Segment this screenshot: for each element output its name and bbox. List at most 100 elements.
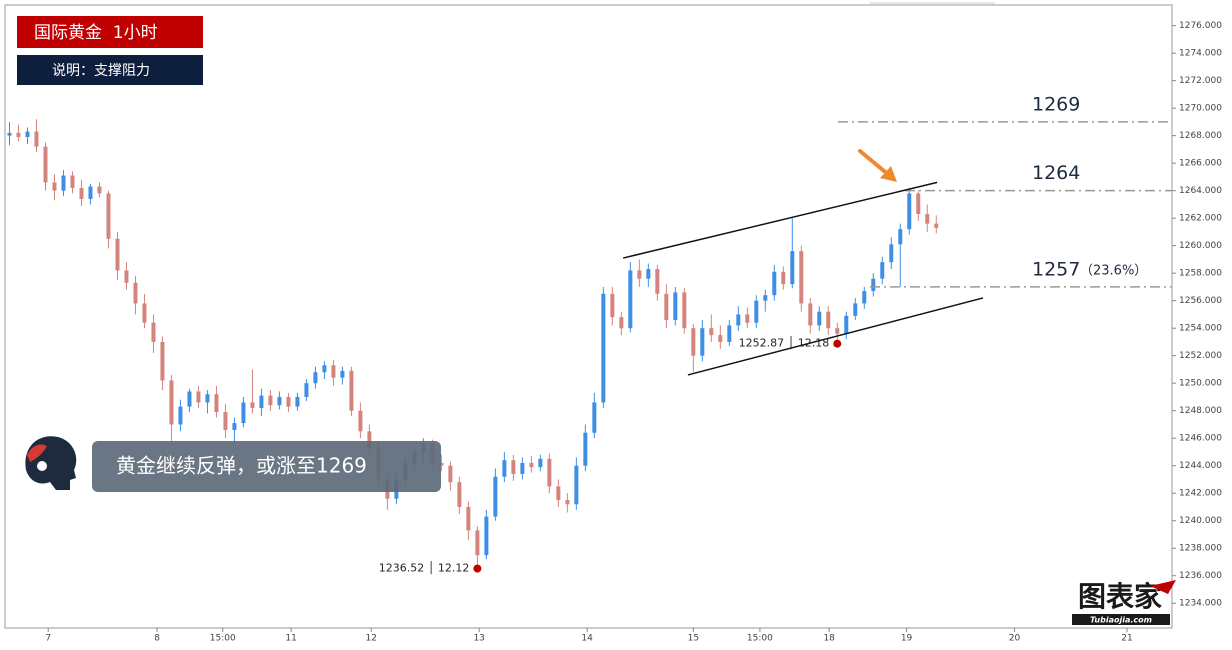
x-tick-label: 15	[688, 634, 699, 644]
candle-body	[448, 465, 453, 483]
candle-body	[574, 465, 579, 505]
candle-body	[304, 383, 309, 397]
candle-body	[772, 271, 777, 296]
candle-body	[565, 500, 570, 505]
candle-body	[664, 293, 669, 320]
candle-body	[709, 328, 714, 336]
subtitle-box	[17, 55, 203, 85]
candle-body	[592, 402, 597, 433]
headline: 黄金继续反弹，或涨至1269	[116, 454, 367, 478]
candle-body	[925, 214, 930, 224]
headline-box	[92, 441, 441, 492]
chart-title: 国际黄金 1小时	[34, 23, 158, 43]
y-tick-label: 1268.000	[1179, 131, 1222, 141]
candle-body	[826, 311, 831, 329]
low-label: 1252.87 │ 12.18	[739, 336, 830, 350]
candle-body	[673, 292, 678, 320]
y-tick-label: 1246.000	[1179, 434, 1222, 444]
candle-body	[214, 394, 219, 413]
trendline	[687, 297, 984, 376]
candle-body	[646, 269, 651, 279]
candle-body	[259, 395, 264, 408]
candle-body	[601, 293, 606, 403]
candle-body	[520, 462, 525, 474]
candle-body	[799, 251, 804, 304]
candle-body	[835, 328, 840, 334]
candle-body	[340, 370, 345, 378]
candle-body	[880, 262, 885, 279]
candle-body	[133, 282, 138, 304]
x-tick-label: 18	[823, 634, 835, 644]
candle-body	[934, 223, 939, 228]
candle-body	[250, 402, 255, 408]
y-tick-label: 1256.000	[1179, 296, 1222, 306]
analyst-icon	[21, 435, 77, 490]
candle-body	[745, 314, 750, 323]
candle-body	[529, 462, 534, 468]
candle-body	[763, 295, 768, 301]
candle-body	[907, 193, 912, 230]
candle-body	[916, 193, 921, 215]
x-tick-label: 21	[1121, 634, 1132, 644]
candle-body	[808, 303, 813, 326]
candle-body	[7, 132, 12, 136]
candle-body	[79, 187, 84, 199]
level-note: （23.6%）	[1080, 263, 1147, 278]
candle-body	[322, 365, 327, 373]
candle-body	[151, 322, 156, 342]
candle-body	[160, 341, 165, 381]
candle-body	[43, 146, 48, 183]
candle-body	[268, 395, 273, 406]
candle-body	[466, 506, 471, 531]
candle-body	[475, 530, 480, 556]
candle-body	[142, 303, 147, 323]
candle-body	[898, 229, 903, 245]
y-tick-label: 1260.000	[1179, 241, 1222, 251]
candle-body	[106, 193, 111, 239]
candle-body	[538, 458, 543, 468]
candle-body	[637, 270, 642, 279]
candle-body	[196, 391, 201, 403]
candle-body	[367, 431, 372, 448]
y-tick-label: 1258.000	[1179, 269, 1222, 279]
y-tick-label: 1270.000	[1179, 104, 1222, 114]
x-tick-label: 19	[901, 634, 913, 644]
x-tick-label: 13	[473, 634, 484, 644]
logo-url: Tubiaojia.com	[1090, 616, 1152, 625]
candle-body	[682, 292, 687, 329]
logo-bar	[1072, 614, 1170, 625]
low-marker	[833, 339, 842, 348]
y-tick-label: 1250.000	[1179, 379, 1222, 389]
y-tick-label: 1248.000	[1179, 406, 1222, 416]
x-tick-label: 14	[581, 634, 593, 644]
y-tick-label: 1272.000	[1179, 76, 1222, 86]
candle-body	[556, 486, 561, 501]
level-label: 1257	[1032, 258, 1080, 280]
level-label: 1269	[1032, 93, 1080, 115]
x-tick-label: 15:00	[210, 634, 236, 644]
y-tick-label: 1254.000	[1179, 324, 1222, 334]
candle-body	[862, 291, 867, 304]
candle-body	[313, 372, 318, 384]
candle-body	[502, 460, 507, 477]
pointer-arrow	[858, 149, 897, 182]
candle-body	[736, 314, 741, 326]
candle-body	[610, 293, 615, 318]
x-tick-label: 15:00	[747, 634, 773, 644]
plot-frame	[4, 4, 1173, 629]
y-tick-label: 1242.000	[1179, 489, 1222, 499]
x-tick-label: 11	[285, 634, 296, 644]
candle-body	[232, 423, 237, 430]
candle-body	[277, 396, 282, 406]
candle-body	[583, 432, 588, 466]
candle-body	[853, 303, 858, 316]
candle-body	[619, 317, 624, 329]
candle-body	[754, 300, 759, 323]
title-box	[17, 16, 203, 48]
candle-body	[16, 132, 21, 138]
chart-subtitle: 说明：支撑阻力	[52, 63, 150, 79]
y-tick-label: 1240.000	[1179, 516, 1222, 526]
y-tick-label: 1262.000	[1179, 214, 1222, 224]
logo: 图表家	[1078, 580, 1162, 613]
